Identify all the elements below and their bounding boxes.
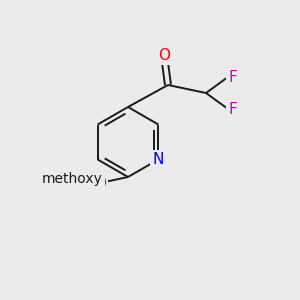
Text: F: F (229, 101, 237, 116)
Text: O: O (94, 176, 106, 190)
Text: F: F (229, 70, 237, 85)
Text: methoxy: methoxy (42, 172, 102, 186)
Text: N: N (153, 152, 164, 167)
Text: O: O (158, 47, 170, 62)
